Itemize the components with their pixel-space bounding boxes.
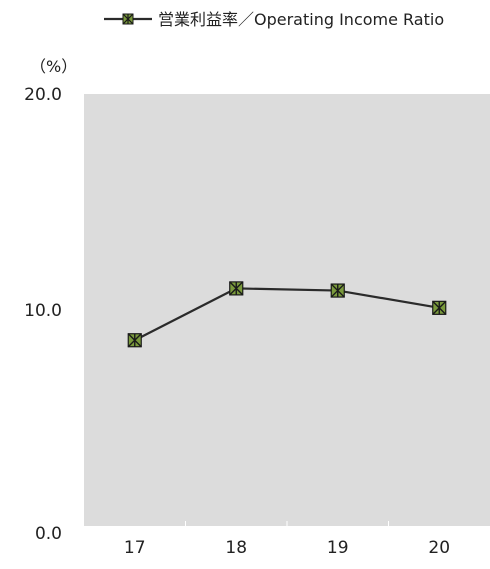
data-point	[432, 300, 447, 315]
x-tick-label: 19	[327, 538, 349, 558]
y-tick-label: 0.0	[35, 524, 62, 544]
y-tick-label: 20.0	[24, 85, 62, 105]
legend-marker-cross	[122, 13, 134, 25]
y-tick-label: 10.0	[24, 301, 62, 321]
series-line	[134, 287, 440, 342]
series-group	[127, 281, 447, 348]
y-axis-labels: 0.0 10.0 20.0	[24, 85, 62, 544]
plot-area	[84, 94, 490, 526]
x-tick-label: 17	[124, 538, 146, 558]
x-tick-label: 20	[428, 538, 450, 558]
data-point	[127, 333, 142, 348]
y-unit-label: （%）	[30, 57, 77, 76]
x-tick-label: 18	[225, 538, 247, 558]
data-point	[330, 283, 345, 298]
data-point	[229, 281, 244, 296]
x-axis-labels: 17 18 19 20	[124, 538, 450, 558]
data-point-cross	[432, 300, 447, 315]
data-point-cross	[229, 281, 244, 296]
x-axis-ticks	[185, 521, 389, 526]
legend-label: 営業利益率／Operating Income Ratio	[158, 10, 444, 29]
data-point-cross	[330, 283, 345, 298]
legend: 営業利益率／Operating Income Ratio	[104, 10, 444, 29]
data-point-cross	[127, 333, 142, 348]
